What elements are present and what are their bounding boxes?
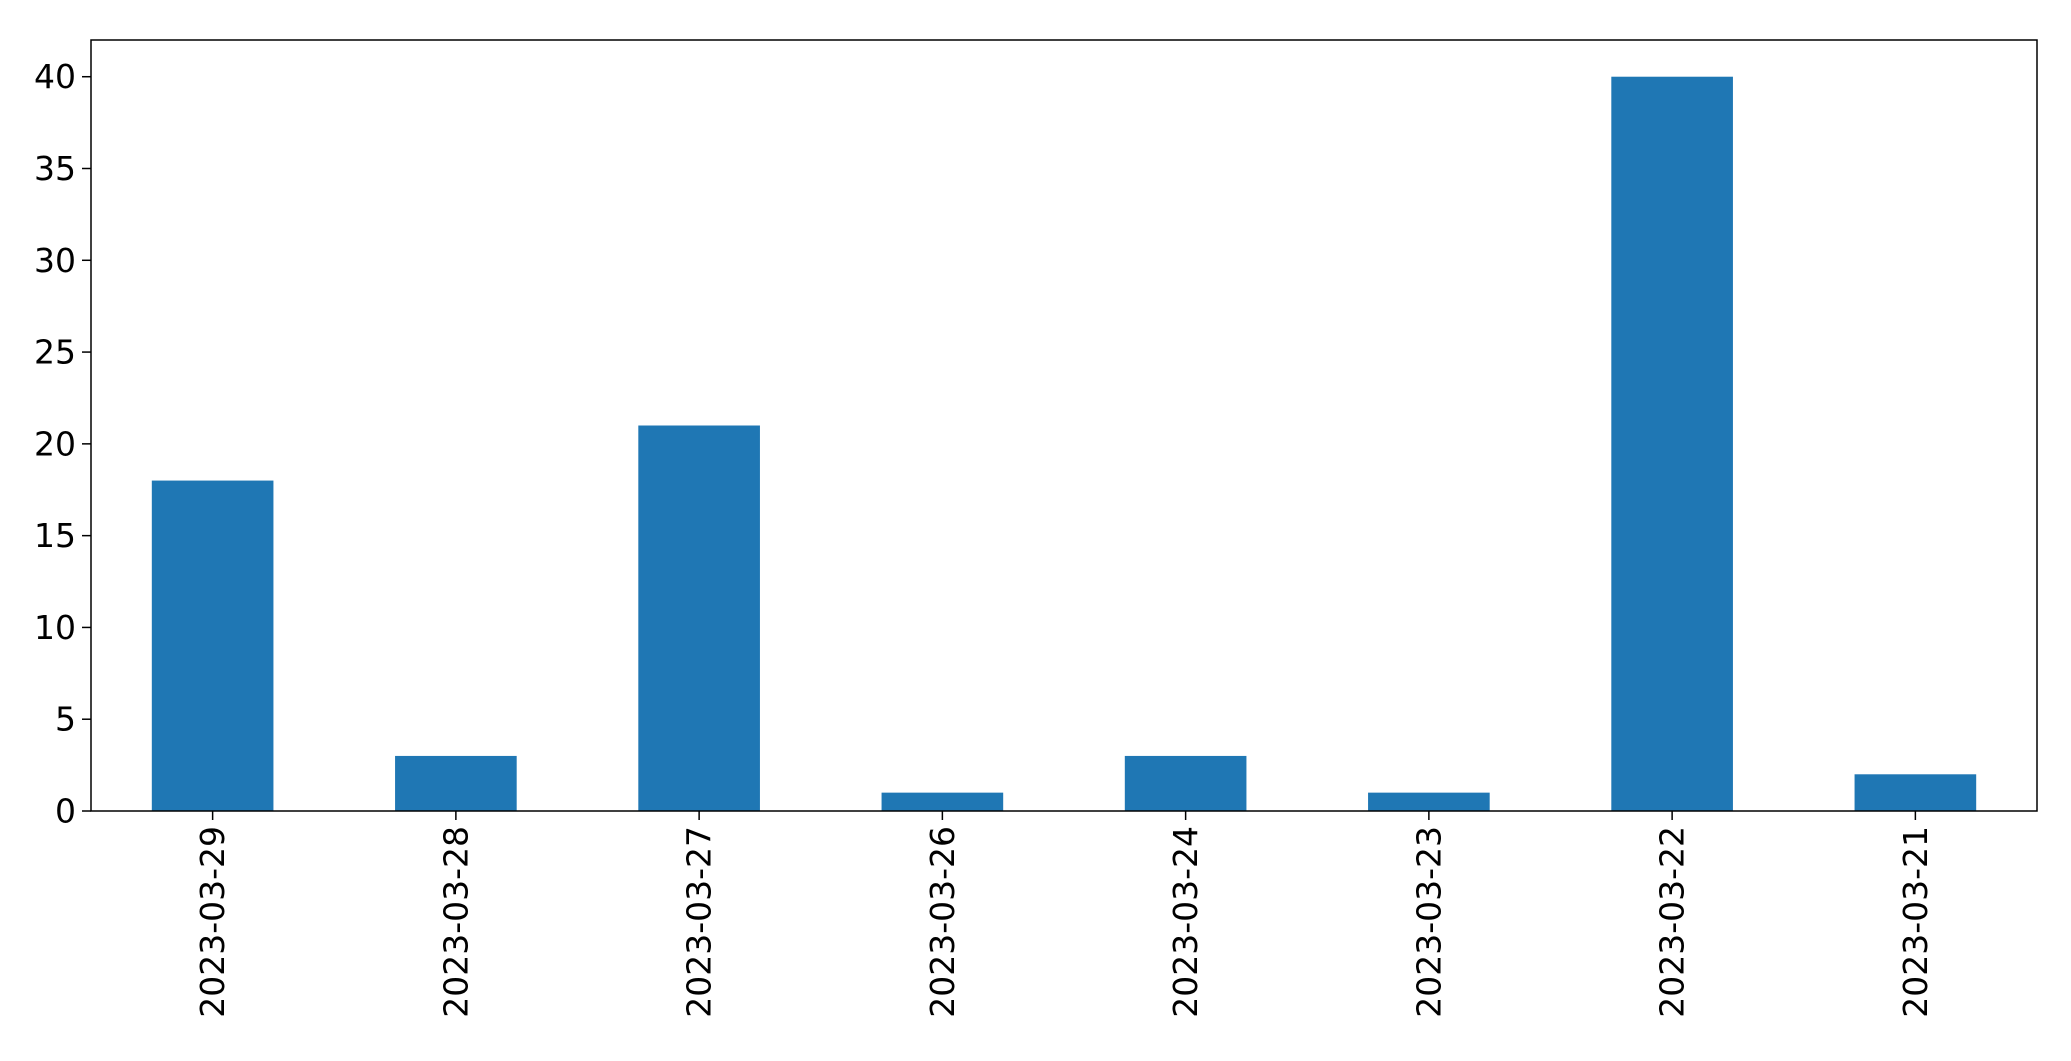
- bar-2023-03-24: [1124, 755, 1247, 811]
- x-tick-label: 2023-03-26: [923, 826, 962, 1018]
- bar-2023-03-22: [1611, 76, 1733, 811]
- y-tick-label: 20: [34, 424, 76, 463]
- bar-2023-03-27: [638, 425, 760, 811]
- bar-2023-03-23: [1368, 792, 1490, 811]
- y-tick-label: 35: [34, 149, 76, 188]
- y-tick-label: 10: [34, 608, 76, 647]
- bar-2023-03-29: [151, 480, 274, 811]
- y-tick-label: 30: [34, 241, 76, 280]
- plot-frame: [90, 39, 2038, 812]
- y-tick-label: 0: [55, 792, 76, 831]
- y-tick-label: 25: [34, 333, 76, 372]
- y-tick-label: 40: [34, 57, 76, 96]
- y-tick-label: 5: [55, 700, 76, 739]
- bar-2023-03-26: [881, 792, 1004, 811]
- bar-2023-03-28: [395, 755, 517, 811]
- x-tick-label: 2023-03-28: [436, 826, 475, 1018]
- y-axis: 0 5 10 15 20 25 30 35 40: [34, 57, 91, 831]
- x-tick-label: 2023-03-29: [193, 826, 232, 1018]
- bar-2023-03-21: [1854, 774, 1977, 811]
- x-tick-label: 2023-03-22: [1653, 826, 1692, 1018]
- x-tick-label: 2023-03-24: [1166, 826, 1205, 1018]
- bars-layer: [151, 76, 1977, 811]
- x-axis: 2023-03-29 2023-03-28 2023-03-27 2023-03-26…: [193, 811, 1935, 1018]
- x-tick-label: 2023-03-23: [1409, 826, 1448, 1018]
- x-tick-label: 2023-03-21: [1896, 826, 1935, 1018]
- y-tick-label: 15: [34, 516, 76, 555]
- x-tick-label: 2023-03-27: [680, 826, 719, 1018]
